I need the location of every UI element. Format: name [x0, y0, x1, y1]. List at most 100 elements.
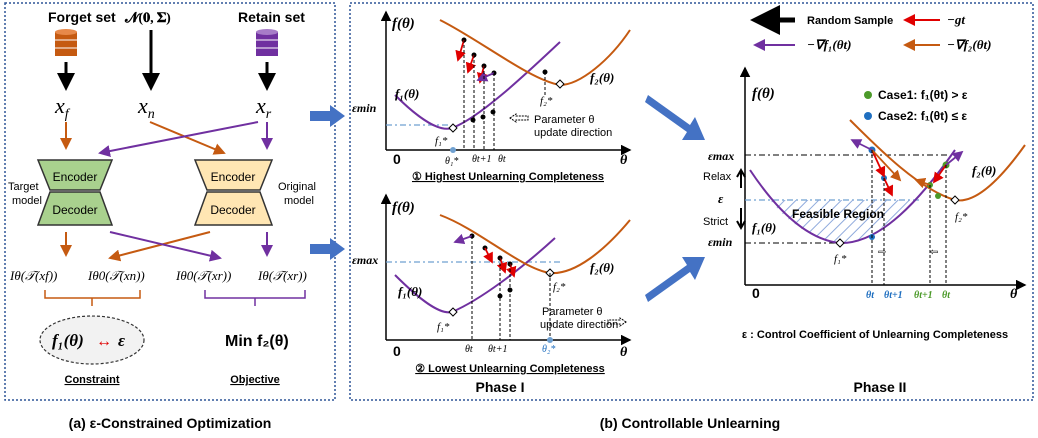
double-arrow-icon: ↔: [96, 333, 112, 350]
p1b-y-label: f(θ): [392, 200, 415, 216]
constraint-label: Constraint: [65, 374, 120, 386]
p1b-gradient-arrows: [453, 233, 517, 278]
forget-set-label: Forget set: [48, 9, 116, 25]
p1t-tick-1: θ₁*: [445, 156, 458, 167]
p2-y-label: f(θ): [752, 86, 775, 102]
p1t-dashed-verticals: [463, 40, 546, 150]
target-to-i4-arrow: [109, 231, 222, 262]
objective-bracket: [204, 290, 306, 306]
original-to-i2-arrow: [108, 231, 211, 262]
i-theta-xr: Iθ(𝒯(xr)): [257, 268, 307, 283]
p1b-f1-curve: [394, 237, 556, 314]
constraint-bracket: [44, 290, 141, 306]
legend-random-label: Random Sample: [807, 15, 893, 27]
p1b-x-label: θ: [620, 345, 628, 360]
p1b-tick-2: θt+1: [488, 344, 507, 355]
panel-a: Forget set 𝓝(𝟎, 𝚺) Retain set xf xn xr: [4, 2, 336, 401]
p1t-f1star: f₁*: [435, 135, 448, 147]
p1t-y-label: f(θ): [392, 16, 415, 32]
p2-tick-green-2: θt: [942, 290, 951, 301]
p2-dashed-verticals: [871, 150, 947, 285]
p2-step-icon-2: ⇦: [930, 247, 938, 258]
p2-epsmin-label: εmin: [708, 235, 733, 249]
original-model: Encoder Decoder: [193, 159, 274, 226]
xr-symbol: xr: [255, 93, 272, 122]
case2-dot: [864, 112, 872, 120]
p2-f2-label: f₂(θ): [972, 163, 996, 178]
p1b-tick-marker: [547, 337, 553, 343]
p1b-f2star: f₂*: [553, 281, 566, 293]
p1b-dashed-verticals: [471, 236, 551, 340]
target-model-label: Target model: [8, 181, 42, 207]
blue-arrow-2: [310, 238, 345, 260]
phase2-plot: f(θ) Case1: f₁(θt) > ε Case2: f₁(θt) ≤ ε…: [703, 66, 1027, 302]
caption-b: (b) Controllable Unlearning: [600, 415, 780, 431]
retain-set-label: Retain set: [238, 9, 305, 25]
p2-eps-label: ε: [718, 191, 724, 206]
phase1-label: Phase I: [475, 379, 524, 395]
p2-x-label: θ: [1010, 287, 1018, 302]
original-decoder-label: Decoder: [210, 203, 255, 217]
constraint-f1: f₁(θ): [52, 331, 84, 350]
target-encoder-label: Encoder: [53, 170, 98, 184]
original-encoder-label: Encoder: [211, 170, 256, 184]
i-theta0-xr: Iθ0(𝒯(xr)): [175, 268, 231, 283]
i-theta0-xn: Iθ0(𝒯(xn)): [87, 268, 145, 283]
panel-a-frame: [4, 2, 336, 401]
phase1-top-plot: f(θ) εmin f₁(θ) f₂(θ) f₁* f₂* 0 θ θ₁* θt…: [352, 10, 632, 183]
p1b-caption: ② Lowest Unlearning Completeness: [415, 363, 605, 375]
p2-tick-blue-2: θt+1: [884, 290, 903, 301]
legend-grad1-label: −∇f₁(θt): [807, 37, 851, 52]
phase1-bottom-plot: f(θ) εmax f₁(θ) f₂(θ) f₁* f₂* 0 θ θt θt+…: [352, 193, 632, 375]
strict-arrow-icon: [736, 208, 746, 231]
constraint-bubble: [39, 315, 145, 365]
p2-gradient-arrows: [850, 139, 964, 197]
phase2-label: Phase II: [854, 379, 907, 395]
p2-origin: 0: [752, 285, 760, 301]
caption-a: (a) ε-Constrained Optimization: [69, 415, 272, 431]
p1b-direction-arrow: [607, 317, 627, 327]
p1t-direction-arrow: [509, 113, 529, 123]
strict-label: Strict: [703, 216, 728, 228]
xn-to-original-arrow: [149, 121, 226, 155]
p2-epsmax-label: εmax: [708, 149, 734, 163]
p1t-f1-label: f₁(θ): [395, 86, 419, 101]
noise-label: 𝓝(𝟎, 𝚺): [124, 11, 171, 26]
p2-f2star: f₂*: [955, 211, 968, 223]
p1t-eps-label: εmin: [352, 101, 377, 115]
case1-dot: [864, 91, 872, 99]
relax-label: Relax: [703, 171, 732, 183]
p1t-f2-label: f₂(θ): [590, 70, 614, 85]
legend-grad2-label: −∇f₂(θt): [947, 37, 991, 52]
case1-label: Case1: f₁(θt) > ε: [878, 88, 968, 102]
constraint-eps: ε: [118, 331, 125, 350]
p1b-f1star: f₁*: [437, 321, 450, 333]
panel-b-frame: [349, 2, 1034, 401]
p1t-caption: ① Highest Unlearning Completeness: [412, 171, 604, 183]
xr-to-target-arrow: [98, 121, 259, 157]
p1t-tick-3: θt: [498, 154, 506, 165]
i-theta-xf: Iθ(𝒯(xf)): [9, 268, 57, 283]
eps-caption: ε : Control Coefficient of Unlearning Co…: [742, 329, 1008, 341]
p1b-tick-1: θt: [465, 344, 473, 355]
blue-arrow-4: [645, 257, 705, 302]
p1t-param-label: Parameter θ update direction: [534, 114, 612, 139]
p1b-origin: 0: [393, 343, 401, 359]
case2-label: Case2: f₁(θt) ≤ ε: [878, 109, 967, 123]
p1t-f2star: f₂*: [540, 95, 553, 107]
p1t-tick-2: θt+1: [472, 154, 491, 165]
p2-tick-green-1: θt+1: [914, 290, 933, 301]
p1t-tick-marker: [450, 147, 456, 153]
p1t-gradient-arrows: [455, 39, 495, 84]
p1t-x-label: θ: [620, 153, 628, 168]
xf-symbol: xf: [54, 93, 71, 122]
target-model: Encoder Decoder: [36, 159, 114, 226]
original-model-label: Original model: [278, 181, 316, 207]
feasible-region-hatch: [770, 200, 915, 244]
p1b-points: [448, 233, 555, 317]
p2-step-icon-1: ⇨: [878, 247, 886, 258]
feasible-region-label: Feasible Region: [792, 207, 884, 221]
objective-label: Objective: [230, 374, 280, 386]
forget-database-icon: [55, 29, 77, 56]
